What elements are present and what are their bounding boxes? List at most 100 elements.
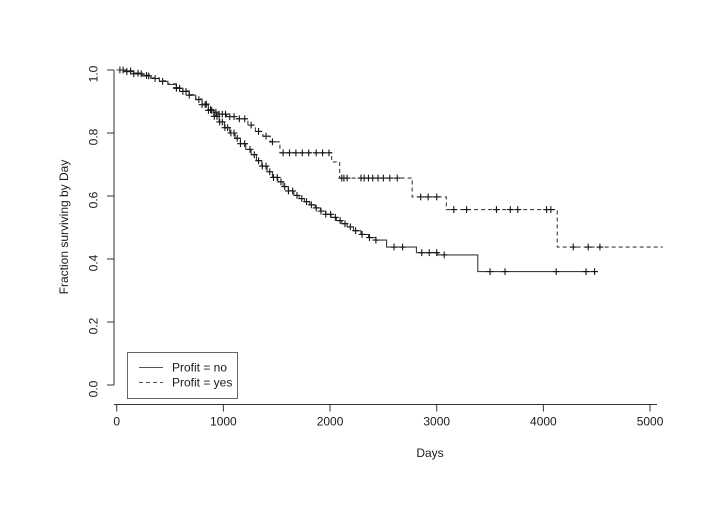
- censor-mark: [208, 106, 216, 114]
- censor-mark: [201, 101, 209, 109]
- censor-mark: [222, 110, 229, 118]
- censor-mark: [346, 223, 354, 231]
- censor-mark: [241, 115, 249, 123]
- censor-mark: [159, 77, 166, 85]
- censor-mark: [433, 249, 441, 257]
- censor-mark: [506, 206, 514, 213]
- x-tick-label: 4000: [530, 415, 557, 429]
- censor-mark: [246, 145, 254, 153]
- censor-mark: [390, 243, 398, 251]
- censor-mark: [262, 132, 270, 140]
- censor-mark: [341, 220, 349, 228]
- censor-mark: [123, 68, 131, 75]
- censor-mark: [277, 178, 285, 186]
- censor-mark: [286, 149, 293, 157]
- censor-mark: [143, 71, 150, 79]
- censor-mark: [279, 149, 287, 157]
- y-tick-label: 1.0: [87, 65, 101, 82]
- censor-mark: [303, 198, 310, 206]
- censor-mark: [176, 84, 184, 92]
- censor-mark: [182, 88, 190, 95]
- censor-mark: [547, 206, 555, 213]
- y-tick-label: 0.8: [87, 128, 101, 145]
- legend-label: Profit = no: [172, 361, 227, 375]
- y-tick-label: 0.2: [87, 317, 101, 334]
- y-axis-label: Fraction surviving by Day: [57, 160, 71, 295]
- x-tick-label: 2000: [317, 415, 344, 429]
- censor-mark: [137, 70, 145, 78]
- censor-mark: [552, 268, 560, 275]
- censor-mark: [331, 214, 339, 221]
- censor-mark: [584, 243, 592, 251]
- censor-mark: [433, 193, 441, 201]
- y-tick-label: 0.4: [87, 254, 101, 271]
- x-tick-label: 0: [113, 415, 120, 429]
- censor-mark: [325, 149, 333, 157]
- x-tick-label: 1000: [210, 415, 237, 429]
- censor-mark: [202, 100, 210, 108]
- censor-mark: [591, 268, 598, 275]
- censor-mark: [366, 234, 373, 241]
- censor-mark: [386, 174, 394, 182]
- censor-mark: [292, 149, 300, 157]
- censor-mark: [241, 140, 249, 148]
- censor-mark: [486, 268, 494, 275]
- censor-mark: [440, 251, 448, 259]
- censor-mark: [230, 129, 238, 137]
- censor-mark: [224, 124, 232, 132]
- censor-mark: [399, 243, 406, 251]
- censor-mark: [582, 268, 590, 275]
- censor-mark: [501, 268, 509, 275]
- y-tick-label: 0.0: [87, 380, 101, 397]
- censor-mark: [298, 195, 306, 202]
- censor-mark: [307, 201, 315, 209]
- censor-mark: [247, 121, 255, 129]
- censor-mark: [312, 204, 320, 212]
- censor-mark: [130, 70, 138, 78]
- censor-mark: [463, 206, 470, 213]
- censor-mark: [514, 206, 522, 213]
- censor-mark: [233, 134, 241, 142]
- censor-mark: [207, 106, 214, 114]
- censor-mark: [352, 227, 360, 235]
- censor-mark: [289, 187, 297, 195]
- censor-mark: [418, 249, 426, 257]
- y-tick-label: 0.6: [87, 191, 101, 208]
- censor-mark: [127, 67, 134, 75]
- legend-box: [127, 352, 238, 399]
- censor-mark: [417, 193, 425, 201]
- legend-label: Profit = yes: [172, 376, 232, 390]
- censor-mark: [119, 66, 127, 74]
- censor-mark: [336, 217, 344, 224]
- censor-mark: [343, 174, 351, 182]
- censor-mark: [281, 183, 289, 190]
- censor-mark: [255, 128, 262, 135]
- censor-mark: [255, 157, 262, 165]
- censor-mark: [317, 207, 325, 215]
- censor-mark: [173, 84, 180, 92]
- censor-mark: [266, 168, 274, 176]
- x-axis-label: Days: [416, 446, 443, 460]
- censor-mark: [298, 149, 306, 157]
- censor-mark: [230, 113, 238, 121]
- censor-mark: [185, 91, 193, 99]
- censor-mark: [358, 231, 366, 238]
- censor-mark: [596, 243, 604, 251]
- censor-mark: [372, 236, 380, 244]
- censor-mark: [273, 174, 281, 181]
- censor-mark: [250, 151, 258, 159]
- censor-mark: [151, 75, 159, 82]
- censor-mark: [293, 191, 301, 199]
- x-tick-label: 3000: [423, 415, 450, 429]
- censor-mark: [269, 138, 276, 146]
- censor-mark: [327, 210, 334, 218]
- censor-mark: [218, 118, 226, 126]
- censor-mark: [262, 162, 270, 170]
- censor-mark: [450, 206, 458, 213]
- censor-mark: [134, 69, 142, 77]
- censor-mark: [319, 149, 326, 157]
- censor-mark: [195, 96, 203, 104]
- censor-mark: [393, 174, 401, 182]
